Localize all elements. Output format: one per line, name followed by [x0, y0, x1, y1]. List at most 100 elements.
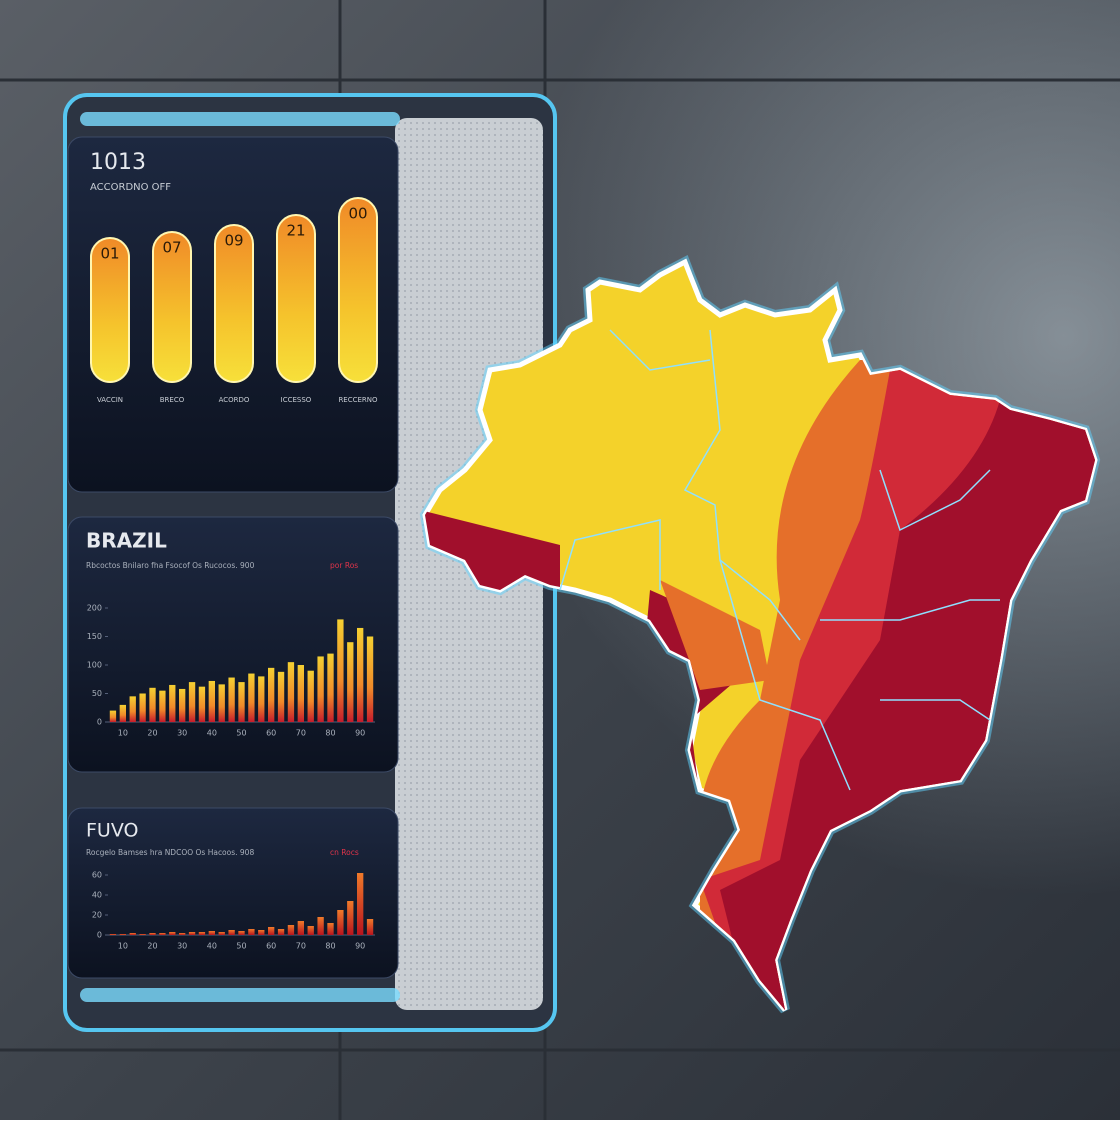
x-tick-label: 30: [177, 729, 187, 738]
bar: [159, 933, 166, 935]
bar: [317, 917, 324, 935]
bar: [179, 933, 186, 935]
column-label: VACCIN: [97, 396, 123, 404]
bar: [248, 929, 255, 935]
gauge-pill: [214, 224, 254, 383]
bar: [149, 933, 156, 935]
y-tick-label: 200: [87, 604, 102, 613]
chart-subtitle-highlight: cn Rocs: [330, 848, 359, 857]
x-tick-label: 60: [266, 729, 276, 738]
gauge-label: 21: [286, 222, 305, 240]
bar: [337, 910, 344, 935]
bar: [258, 930, 265, 935]
bar: [218, 932, 225, 935]
gauge-pill: [152, 231, 192, 383]
bar: [357, 627, 364, 722]
gauge-label: 01: [100, 245, 119, 263]
bar: [208, 680, 215, 722]
gauge-pill: [276, 214, 316, 383]
bar: [139, 934, 146, 935]
x-tick-label: 40: [207, 942, 217, 951]
x-tick-label: 90: [355, 729, 365, 738]
x-tick-label: 10: [118, 729, 128, 738]
x-tick-label: 90: [355, 942, 365, 951]
bar: [119, 704, 126, 722]
y-tick-label: 0: [97, 931, 102, 940]
bar: [129, 933, 136, 935]
bar: [307, 926, 314, 935]
x-tick-label: 40: [207, 729, 217, 738]
x-tick-label: 50: [236, 942, 246, 951]
bar: [188, 932, 196, 935]
bar: [357, 873, 364, 935]
x-tick-label: 50: [236, 729, 246, 738]
x-tick-label: 70: [296, 729, 306, 738]
bar: [169, 932, 176, 935]
gauge-label: 07: [162, 239, 181, 257]
bar: [228, 677, 235, 722]
gauge-label: 00: [348, 205, 367, 223]
bar: [268, 927, 275, 935]
gauge-label: 09: [224, 232, 243, 250]
bar: [287, 662, 295, 722]
bar: [277, 929, 285, 935]
gauge-pill: [338, 197, 378, 383]
y-tick-label: 40: [92, 891, 102, 900]
bottom-light: [80, 988, 400, 1002]
bar: [208, 931, 215, 935]
bar: [287, 925, 295, 935]
bar: [129, 696, 136, 722]
y-tick-label: 100: [87, 661, 102, 670]
bar: [347, 901, 354, 935]
bar: [337, 619, 344, 722]
bar: [307, 670, 314, 722]
y-tick-label: 20: [92, 911, 102, 920]
chart-subtitle-highlight: por Ros: [330, 561, 358, 570]
x-tick-label: 30: [177, 942, 187, 951]
charts: 0 50 100 150 200 10 20 30 40 50 60 70 80 90 0 20 40 60 10 2…: [87, 604, 375, 951]
bar: [277, 671, 285, 722]
bar: [258, 676, 265, 722]
bar: [238, 931, 245, 935]
x-tick-label: 80: [325, 729, 335, 738]
x-tick-label: 60: [266, 942, 276, 951]
x-tick-label: 20: [147, 729, 157, 738]
bar: [218, 684, 225, 722]
bar: [228, 930, 235, 935]
bar: [179, 688, 186, 722]
bar: [198, 686, 206, 722]
chart-subtitle: Rbcoctos Bnilaro fha Fsocof Os Rucocos. …: [86, 561, 255, 570]
bar: [248, 673, 255, 722]
column-label: RECCERNO: [338, 396, 378, 404]
y-tick-label: 60: [92, 871, 102, 880]
bar: [159, 690, 166, 722]
bar: [119, 934, 126, 935]
y-tick-label: 50: [92, 689, 102, 698]
gauges: 01 07 09 21 00 VACCIN BRECO ACORDO ICCESSO RECCER…: [90, 197, 378, 404]
x-tick-label: 10: [118, 942, 128, 951]
bar: [109, 710, 117, 722]
bar: [169, 684, 176, 722]
bar: [149, 687, 156, 722]
bar: [297, 921, 304, 935]
bar: [139, 693, 146, 722]
column-label: BRECO: [160, 396, 185, 404]
y-tick-label: 0: [97, 718, 102, 727]
chart-subtitle: Rocgelo Bamses hra NDCOO Os Hacoos. 908: [86, 848, 254, 857]
bar: [366, 636, 374, 722]
bar: [317, 656, 324, 722]
bar: [109, 934, 117, 935]
bar: [366, 919, 374, 935]
bar: [188, 682, 196, 722]
bar: [297, 665, 304, 722]
bar: [268, 667, 275, 722]
gauge-pill: [90, 237, 130, 383]
bar: [238, 682, 245, 722]
bar: [198, 932, 206, 935]
y-tick-label: 150: [87, 632, 102, 641]
panel-title: 1013: [90, 150, 146, 175]
bar: [327, 653, 334, 722]
panel-title: FUVO: [86, 820, 138, 842]
